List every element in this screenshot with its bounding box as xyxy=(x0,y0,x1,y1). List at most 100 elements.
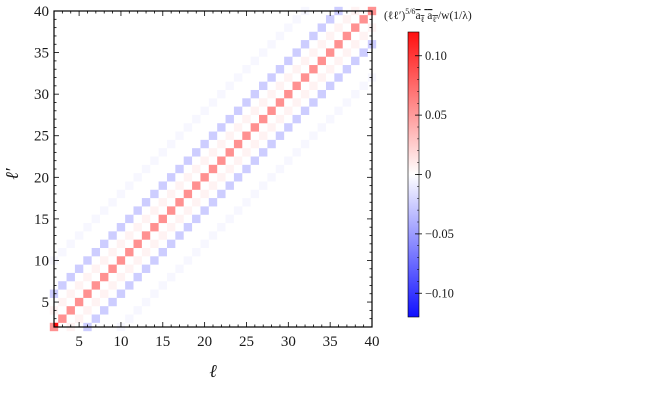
heatmap-cell xyxy=(183,223,193,232)
heatmap-cell xyxy=(233,123,243,132)
heatmap-cell xyxy=(342,65,352,74)
heatmap-cell xyxy=(100,306,109,315)
colorbar-tick-label: 0.10 xyxy=(425,49,447,63)
heatmap-cell xyxy=(58,314,67,323)
heatmap-cell xyxy=(66,239,75,249)
heatmap-cell xyxy=(58,297,67,307)
heatmap-cell xyxy=(192,148,201,157)
heatmap-cell xyxy=(208,148,218,157)
y-tick-label: 20 xyxy=(34,170,49,186)
heatmap-cell xyxy=(125,247,134,257)
heatmap-cell xyxy=(108,247,117,257)
heatmap-cell xyxy=(259,181,268,190)
heatmap-cell xyxy=(141,214,151,224)
heatmap-cell xyxy=(267,73,276,82)
heatmap-cell xyxy=(200,139,209,149)
heatmap-cell xyxy=(334,40,343,49)
heatmap-cell xyxy=(108,198,117,207)
heatmap-cell xyxy=(233,106,243,115)
heatmap-cell xyxy=(242,148,251,157)
heatmap-cell xyxy=(116,272,126,282)
heatmap-cell xyxy=(233,173,243,182)
heatmap-cell xyxy=(250,123,260,132)
heatmap-cell xyxy=(200,206,209,215)
heatmap-cell xyxy=(133,223,142,232)
heatmap-cell xyxy=(83,223,92,232)
heatmap-cell xyxy=(275,65,285,74)
heatmap-cell xyxy=(292,48,301,57)
x-tick-label: 20 xyxy=(197,334,212,350)
heatmap-cell xyxy=(192,198,201,207)
heatmap-cell xyxy=(225,81,234,91)
heatmap-cell xyxy=(66,289,75,298)
heatmap-cell xyxy=(200,156,209,165)
y-tick-label: 25 xyxy=(34,129,49,145)
heatmap-cell xyxy=(342,15,352,24)
heatmap-cell xyxy=(259,114,268,124)
heatmap-cell xyxy=(200,106,209,115)
heatmap-cell xyxy=(334,106,343,115)
heatmap-cell xyxy=(183,173,193,182)
x-tick-label: 15 xyxy=(155,334,170,350)
heatmap-cell xyxy=(242,164,251,174)
heatmap-cell xyxy=(158,247,167,257)
heatmap-cell xyxy=(275,31,285,41)
heatmap-cell xyxy=(325,15,335,24)
heatmap-cell xyxy=(300,56,310,66)
heatmap-cell xyxy=(351,56,360,66)
colorbar-tick-label: 0.05 xyxy=(425,108,447,122)
heatmap-cell xyxy=(250,56,260,66)
heatmap-cell xyxy=(158,231,167,240)
heatmap-cell xyxy=(267,123,276,132)
heatmap-cell xyxy=(200,189,209,199)
heatmap-cell xyxy=(116,189,126,199)
heatmap-cell xyxy=(141,264,151,273)
heatmap-cell xyxy=(217,156,226,165)
heatmap-cell xyxy=(208,164,218,174)
heatmap-cell xyxy=(175,181,184,190)
heatmap-cell xyxy=(292,81,301,91)
heatmap-cell xyxy=(300,73,310,82)
heatmap-cell xyxy=(317,23,326,32)
y-tick-label: 30 xyxy=(34,87,49,103)
heatmap-cell xyxy=(150,206,159,215)
heatmap-cell xyxy=(183,123,193,132)
heatmap-cell xyxy=(150,256,159,265)
heatmap-cell xyxy=(359,81,368,91)
heatmap-cell xyxy=(133,306,142,315)
heatmap-cell xyxy=(317,40,326,49)
heatmap-cell xyxy=(141,297,151,307)
heatmap-cell xyxy=(58,281,67,290)
heatmap-cell xyxy=(158,214,167,224)
heatmap-cell xyxy=(309,98,318,107)
heatmap-cell xyxy=(150,223,159,232)
heatmap-cell xyxy=(158,181,167,190)
heatmap-cell xyxy=(183,206,193,215)
heatmap-cell xyxy=(83,272,92,282)
heatmap-cell xyxy=(91,264,101,273)
heatmap-cell xyxy=(242,65,251,74)
heatmap-cell xyxy=(183,156,193,165)
heatmap-cell xyxy=(125,314,134,323)
heatmap-cell xyxy=(259,48,268,57)
heatmap-cell xyxy=(192,214,201,224)
heatmap-cell xyxy=(83,256,92,265)
heatmap-cell xyxy=(233,73,243,82)
heatmap-cell xyxy=(300,40,310,49)
heatmap-cell xyxy=(83,306,92,315)
heatmap-cell xyxy=(133,272,142,282)
heatmap-cell xyxy=(309,48,318,57)
heatmap-cell xyxy=(250,139,260,149)
heatmap-cell xyxy=(225,181,234,190)
heatmap-cell xyxy=(225,131,234,140)
heatmap-cell xyxy=(242,198,251,207)
heatmap-cell xyxy=(292,15,301,24)
heatmap-cell xyxy=(267,106,276,115)
heatmap-cell xyxy=(158,198,167,207)
heatmap-cell xyxy=(66,306,75,315)
heatmap-cell xyxy=(150,289,159,298)
heatmap-cell xyxy=(125,181,134,190)
heatmap-cell xyxy=(100,272,109,282)
heatmap-cell xyxy=(58,247,67,257)
heatmap-cell xyxy=(334,56,343,66)
